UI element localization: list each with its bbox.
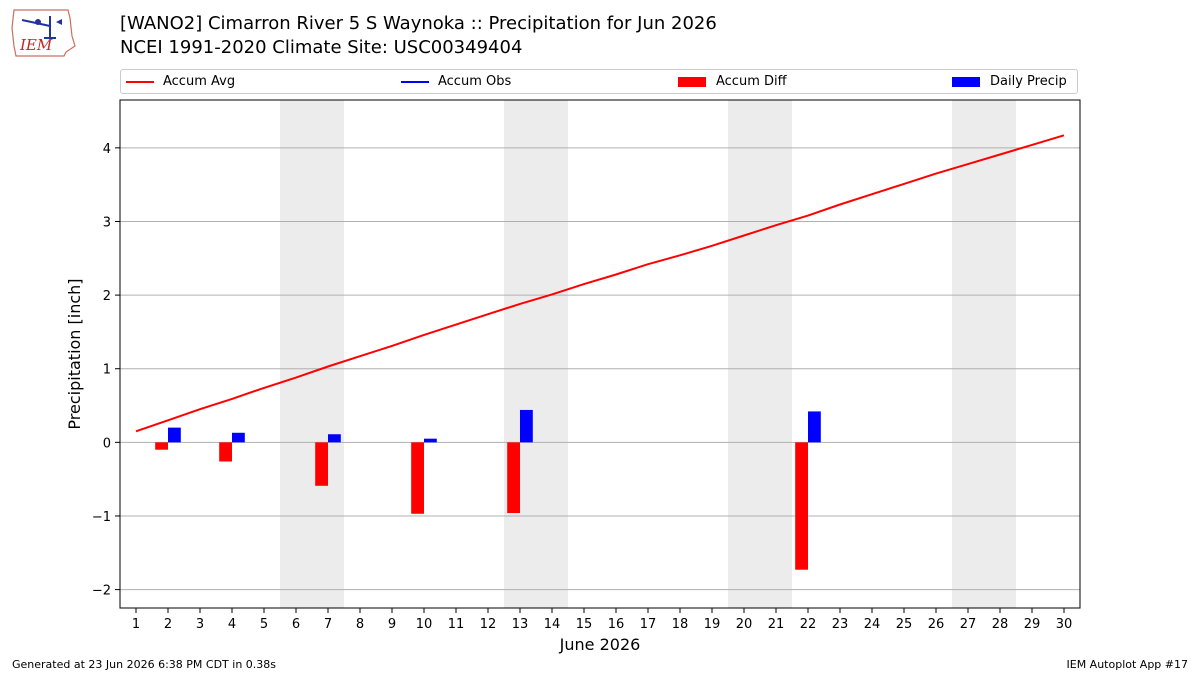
x-axis-label: June 2026 xyxy=(559,635,641,654)
x-tick-label: 6 xyxy=(292,617,300,632)
app-credit: IEM Autoplot App #17 xyxy=(1066,658,1189,671)
legend-item-daily-precip: Daily Precip xyxy=(952,70,1067,93)
x-tick-label: 15 xyxy=(576,617,593,632)
x-tick-label: 26 xyxy=(928,617,945,632)
x-tick-label: 28 xyxy=(992,617,1009,632)
x-tick-label: 24 xyxy=(864,617,881,632)
y-tick-label: −2 xyxy=(92,584,111,599)
x-tick-label: 2 xyxy=(164,617,172,632)
legend-swatch-accum-avg xyxy=(126,80,154,83)
legend-item-accum-diff: Accum Diff xyxy=(678,70,787,93)
grid-lines xyxy=(120,147,1080,591)
weekend-bands xyxy=(280,100,1016,608)
x-tick-label: 27 xyxy=(960,617,977,632)
legend-label-daily-precip: Daily Precip xyxy=(990,74,1067,89)
y-axis: −2 −1 0 1 2 3 4 xyxy=(92,142,120,599)
legend-item-accum-obs: Accum Obs xyxy=(401,70,511,93)
x-tick-label: 7 xyxy=(324,617,332,632)
iem-logo-icon: IEM xyxy=(11,9,76,57)
x-tick-label: 12 xyxy=(480,617,497,632)
x-tick-label: 1 xyxy=(132,617,140,632)
daily-precip-bar xyxy=(168,427,181,443)
x-tick-label: 11 xyxy=(448,617,465,632)
accum-diff-bar xyxy=(315,442,328,486)
lines-layer xyxy=(135,134,1065,433)
accum-diff-bar xyxy=(219,442,232,462)
x-tick-label: 18 xyxy=(672,617,689,632)
daily-precip-bar xyxy=(328,434,341,443)
logo-text: IEM xyxy=(19,36,53,54)
x-tick-label: 5 xyxy=(260,617,268,632)
x-tick-label: 23 xyxy=(832,617,849,632)
chart-title: [WANO2] Cimarron River 5 S Waynoka :: Pr… xyxy=(120,13,717,34)
y-tick-label: 0 xyxy=(103,436,111,451)
x-tick-label: 13 xyxy=(512,617,529,632)
x-tick-label: 17 xyxy=(640,617,657,632)
legend-label-accum-diff: Accum Diff xyxy=(716,74,787,89)
x-tick-label: 20 xyxy=(736,617,753,632)
x-tick-label: 8 xyxy=(356,617,364,632)
y-axis-label: Precipitation [inch] xyxy=(65,278,84,429)
y-tick-label: 3 xyxy=(103,215,111,230)
y-tick-label: −1 xyxy=(92,510,111,525)
accum-diff-bar xyxy=(155,442,168,450)
x-tick-label: 25 xyxy=(896,617,913,632)
weekend-band xyxy=(952,100,1016,608)
legend-swatch-daily-precip xyxy=(952,76,980,87)
x-tick-label: 19 xyxy=(704,617,721,632)
weekend-band xyxy=(280,100,344,608)
daily-precip-bar xyxy=(232,432,245,443)
legend-swatch-accum-diff xyxy=(678,76,706,87)
plot-frame xyxy=(119,99,1081,609)
accum-diff-bar xyxy=(795,442,808,570)
generated-timestamp: Generated at 23 Jun 2026 6:38 PM CDT in … xyxy=(12,658,277,671)
daily-precip-bar xyxy=(424,438,437,443)
legend-label-accum-obs: Accum Obs xyxy=(438,74,512,89)
x-tick-label: 22 xyxy=(800,617,817,632)
legend-item-accum-avg: Accum Avg xyxy=(126,70,235,93)
accum-diff-bar xyxy=(507,442,520,514)
x-tick-label: 3 xyxy=(196,617,204,632)
chart-legend: Accum Avg Accum Obs Accum Diff Daily Pre… xyxy=(120,69,1078,94)
y-tick-label: 2 xyxy=(103,289,111,304)
weekend-band xyxy=(728,100,792,608)
x-tick-label: 14 xyxy=(544,617,561,632)
x-tick-label: 9 xyxy=(388,617,396,632)
legend-swatch-accum-obs xyxy=(401,80,429,83)
y-tick-label: 4 xyxy=(103,142,111,157)
accum-avg-line xyxy=(135,134,1065,433)
x-tick-label: 29 xyxy=(1024,617,1041,632)
daily-precip-bar xyxy=(808,411,821,443)
chart-subtitle: NCEI 1991-2020 Climate Site: USC00349404 xyxy=(120,37,523,58)
x-tick-label: 16 xyxy=(608,617,625,632)
x-tick-label: 30 xyxy=(1056,617,1073,632)
bars-layer xyxy=(155,409,821,570)
x-axis: 1 2 3 4 5 6 7 8 9 10 11 12 13 14 15 16 17 18 19 20 21 22 23 24 2… xyxy=(132,608,1072,632)
daily-precip-bar xyxy=(520,409,533,443)
y-tick-label: 1 xyxy=(103,363,111,378)
accum-diff-bar xyxy=(411,442,424,514)
x-tick-label: 4 xyxy=(228,617,236,632)
x-tick-label: 10 xyxy=(416,617,433,632)
x-tick-label: 21 xyxy=(768,617,785,632)
weekend-band xyxy=(504,100,568,608)
legend-label-accum-avg: Accum Avg xyxy=(163,74,236,89)
